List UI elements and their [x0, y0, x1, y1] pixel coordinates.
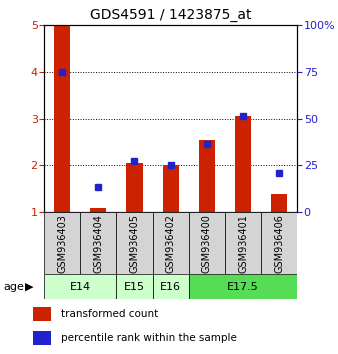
Bar — [225, 212, 261, 274]
Text: percentile rank within the sample: percentile rank within the sample — [61, 333, 236, 343]
Text: GSM936400: GSM936400 — [202, 214, 212, 273]
Text: GSM936402: GSM936402 — [166, 214, 176, 273]
Text: GSM936406: GSM936406 — [274, 214, 284, 273]
Bar — [261, 212, 297, 274]
Text: GSM936404: GSM936404 — [93, 214, 103, 273]
Bar — [126, 163, 143, 212]
Text: E14: E14 — [70, 282, 91, 292]
Bar — [271, 194, 288, 212]
Text: ▶: ▶ — [24, 282, 33, 292]
Bar — [199, 140, 215, 212]
Text: E17.5: E17.5 — [227, 282, 259, 292]
Bar — [152, 274, 189, 299]
Bar — [33, 331, 51, 344]
Text: E15: E15 — [124, 282, 145, 292]
Text: GSM936403: GSM936403 — [57, 214, 67, 273]
Bar — [54, 25, 70, 212]
Text: age: age — [3, 282, 24, 292]
Bar — [33, 307, 51, 321]
Text: E16: E16 — [160, 282, 181, 292]
Text: GSM936401: GSM936401 — [238, 214, 248, 273]
Bar — [44, 212, 80, 274]
Text: transformed count: transformed count — [61, 309, 158, 319]
Bar — [116, 212, 152, 274]
Bar — [235, 116, 251, 212]
Bar — [189, 274, 297, 299]
Bar — [152, 212, 189, 274]
Bar — [163, 165, 179, 212]
Text: GSM936405: GSM936405 — [129, 214, 140, 273]
Bar — [80, 212, 116, 274]
Bar — [90, 208, 106, 212]
Bar — [116, 274, 152, 299]
Bar — [189, 212, 225, 274]
Title: GDS4591 / 1423875_at: GDS4591 / 1423875_at — [90, 8, 251, 22]
Bar — [44, 274, 116, 299]
